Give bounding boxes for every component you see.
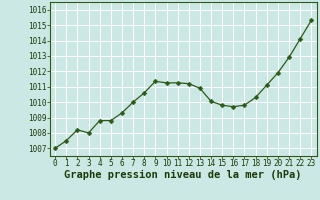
X-axis label: Graphe pression niveau de la mer (hPa): Graphe pression niveau de la mer (hPa)	[64, 170, 302, 180]
